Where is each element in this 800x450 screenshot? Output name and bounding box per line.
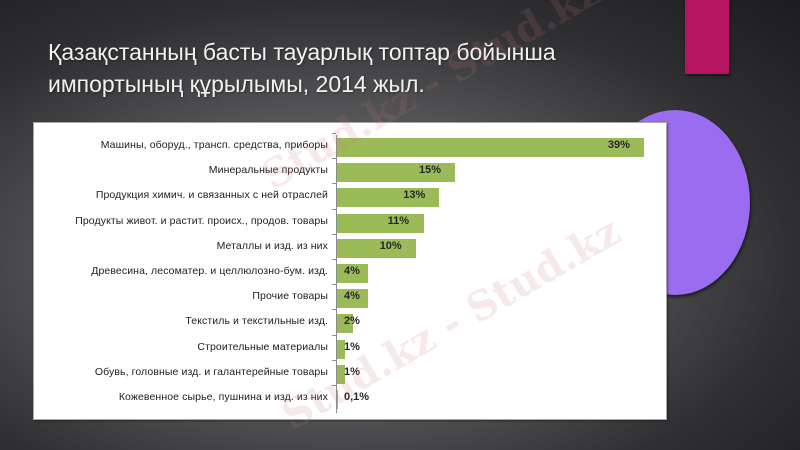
chart-row: Машины, оборуд., трансп. средства, прибо… [34, 133, 666, 160]
chart-row: Минеральные продукты 15% [34, 158, 666, 185]
data-bar [337, 264, 369, 283]
category-label: Продукты живот. и растит. происх., продо… [75, 214, 328, 227]
data-label: 1% [344, 365, 360, 378]
axis-tick [332, 259, 336, 260]
axis-tick [332, 334, 336, 336]
data-bar [337, 138, 644, 157]
axis-tick [332, 208, 336, 210]
data-bar [337, 213, 424, 233]
category-label: Строительные материалы [197, 340, 328, 353]
data-label: 10% [379, 239, 402, 252]
chart-row: Обувь, головные изд. и галантерейные тов… [34, 359, 666, 387]
data-bar [337, 289, 369, 309]
chart-row: Текстиль и текстильные изд. 2% [34, 309, 666, 336]
data-label: 4% [344, 290, 360, 303]
data-label: 4% [344, 265, 360, 277]
axis-tick [332, 183, 336, 185]
data-label: 39% [607, 139, 630, 151]
axis-tick [332, 359, 336, 361]
axis-tick [332, 309, 336, 311]
chart-row: Кожевенное сырье, пушнина и изд. из них 0… [34, 385, 666, 412]
slide-title-line-2: импортының құрылымы, 2014 жыл. [48, 71, 425, 97]
bar-chart-panel: Машины, оборуд., трансп. средства, прибо… [33, 122, 667, 420]
category-label: Кожевенное сырье, пушнина и изд. из них [118, 391, 328, 403]
data-bar [337, 163, 456, 183]
category-label: Минеральные продукты [208, 164, 328, 177]
slide-title-line-1: Қазақстанның басты тауарлық топтар бойын… [48, 39, 556, 65]
data-label: 2% [344, 315, 360, 328]
data-label: 1% [344, 340, 360, 353]
chart-row: Продукты живот. и растит. происх., продо… [34, 208, 666, 236]
category-axis [336, 135, 337, 413]
data-label: 15% [419, 164, 442, 177]
axis-tick [332, 385, 336, 386]
axis-tick [332, 158, 336, 160]
data-label: 13% [403, 189, 426, 202]
data-bar [337, 238, 416, 258]
data-label: 11% [387, 214, 409, 227]
chart-row: Продукция химич. и связанных с ней отрас… [34, 183, 666, 210]
chart-row: Металлы и изд. из них 10% [34, 233, 666, 261]
chart-row: Древесина, лесоматер. и целлюлозно-бум. … [34, 259, 666, 286]
category-label: Древесина, лесоматер. и целлюлозно-бум. … [91, 265, 328, 277]
data-label: 0,1% [344, 391, 370, 403]
category-label: Обувь, головные изд. и галантерейные тов… [94, 365, 328, 378]
category-label: Прочие товары [252, 290, 328, 303]
category-label: Машины, оборуд., трансп. средства, прибо… [100, 139, 328, 151]
axis-tick [332, 233, 336, 235]
data-bar [337, 390, 338, 409]
slide-title: Қазақстанның басты тауарлық топтар бойын… [48, 36, 668, 100]
chart-row: Прочие товары 4% [34, 284, 666, 311]
category-label: Текстиль и текстильные изд. [185, 315, 328, 328]
category-label: Металлы и изд. из них [216, 239, 328, 252]
axis-tick [332, 133, 336, 134]
axis-tick [332, 284, 336, 286]
category-label: Продукция химич. и связанных с ней отрас… [95, 189, 328, 202]
data-bar [337, 364, 345, 384]
data-bar [337, 339, 345, 359]
data-bar [337, 188, 440, 208]
data-bar [337, 314, 353, 334]
accent-bar-decoration [685, 0, 729, 74]
chart-row: Строительные материалы 1% [34, 334, 666, 362]
